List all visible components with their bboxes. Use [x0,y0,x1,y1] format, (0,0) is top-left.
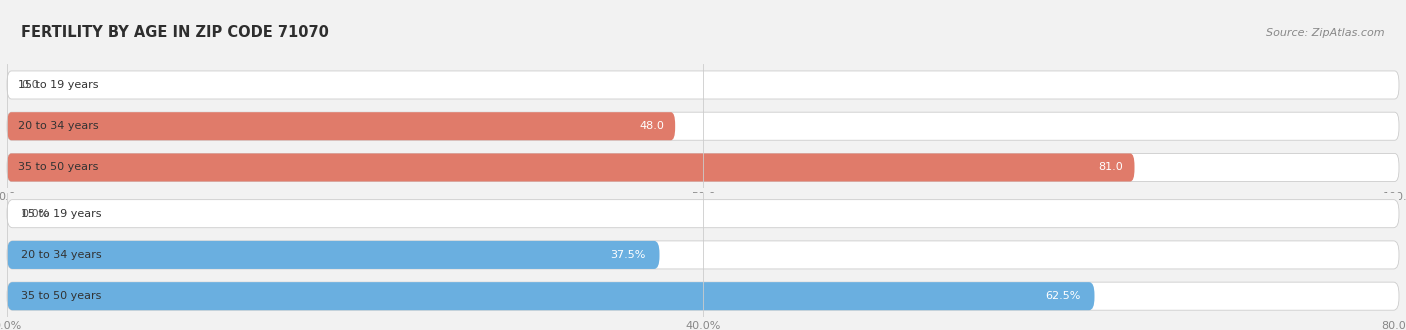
Text: 15 to 19 years: 15 to 19 years [21,209,101,219]
Text: 81.0: 81.0 [1098,162,1123,173]
FancyBboxPatch shape [7,241,1399,269]
Text: 0.0: 0.0 [21,80,38,90]
Text: 62.5%: 62.5% [1045,291,1081,301]
Text: 48.0: 48.0 [640,121,664,131]
Text: 15 to 19 years: 15 to 19 years [18,80,98,90]
Text: 0.0%: 0.0% [21,209,49,219]
Text: 35 to 50 years: 35 to 50 years [21,291,101,301]
Text: FERTILITY BY AGE IN ZIP CODE 71070: FERTILITY BY AGE IN ZIP CODE 71070 [21,25,329,40]
FancyBboxPatch shape [7,282,1399,310]
Text: 20 to 34 years: 20 to 34 years [21,250,101,260]
FancyBboxPatch shape [7,241,659,269]
FancyBboxPatch shape [7,153,1399,182]
Text: 37.5%: 37.5% [610,250,645,260]
FancyBboxPatch shape [7,112,1399,140]
FancyBboxPatch shape [7,153,1135,182]
Text: 20 to 34 years: 20 to 34 years [18,121,98,131]
FancyBboxPatch shape [7,112,675,140]
FancyBboxPatch shape [7,200,1399,228]
FancyBboxPatch shape [7,71,1399,99]
FancyBboxPatch shape [7,282,1094,310]
Text: 35 to 50 years: 35 to 50 years [18,162,98,173]
Text: Source: ZipAtlas.com: Source: ZipAtlas.com [1267,28,1385,38]
